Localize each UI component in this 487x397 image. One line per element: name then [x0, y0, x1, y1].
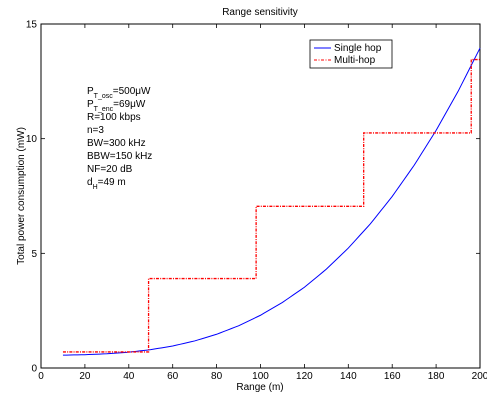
- x-axis-label: Range (m): [236, 382, 283, 393]
- y-tick-label: 10: [26, 134, 38, 145]
- x-tick-label: 120: [296, 371, 313, 382]
- x-tick-label: 140: [340, 371, 357, 382]
- series-multi-hop: [62, 58, 480, 353]
- y-axis: 0 5 10 15: [26, 20, 480, 375]
- annotation-line: PT_osc=500μW: [87, 86, 151, 100]
- annotation-line: NF=20 dB: [87, 164, 133, 175]
- y-axis-label: Total power consumption (mW): [16, 127, 27, 265]
- x-tick-label: 20: [79, 371, 91, 382]
- x-tick-label: 100: [252, 371, 269, 382]
- annotation-line: dH=49 m: [87, 177, 126, 191]
- series-layer: [62, 47, 481, 356]
- x-tick-label: 180: [428, 371, 445, 382]
- x-tick-label: 0: [38, 371, 44, 382]
- legend-entry-multi-hop: Multi-hop: [334, 55, 376, 66]
- legend: Single hop Multi-hop: [309, 39, 393, 69]
- x-tick-label: 200: [472, 371, 487, 382]
- annotation-line: PT_enc=69μW: [87, 99, 146, 113]
- y-tick-label: 15: [26, 20, 38, 31]
- y-tick-label: 0: [31, 364, 37, 375]
- series-single-hop: [62, 47, 481, 356]
- x-tick-label: 160: [384, 371, 401, 382]
- chart-title: Range sensitivity: [222, 7, 298, 18]
- x-tick-label: 80: [211, 371, 223, 382]
- annotation-line: BW=300 kHz: [87, 138, 146, 149]
- legend-entry-single-hop: Single hop: [334, 43, 382, 54]
- annotation-line: n=3: [87, 125, 104, 136]
- plot-frame: [40, 23, 481, 369]
- x-axis: 0 20 40 60 80 100 120 140 160 180 200: [38, 24, 487, 382]
- x-tick-label: 40: [123, 371, 135, 382]
- annotation-line: R=100 kbps: [87, 112, 141, 123]
- x-tick-label: 60: [167, 371, 179, 382]
- legend-box: [309, 39, 393, 69]
- y-tick-label: 5: [31, 249, 37, 260]
- annotation-line: BBW=150 kHz: [87, 151, 152, 162]
